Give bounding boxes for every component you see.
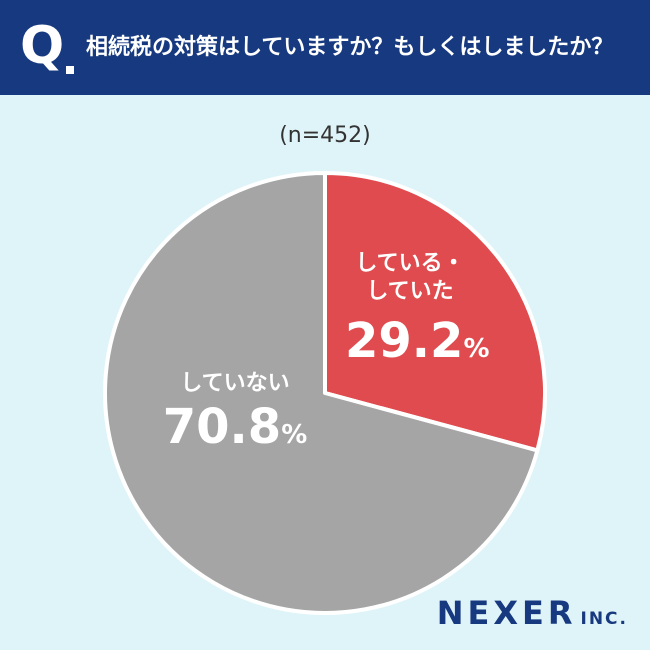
slice-label-no-line1: していない [180,371,290,396]
slice-value-no: 70.8% [150,400,320,462]
slice-label-yes: している・ していた 29.2% [345,250,490,376]
slice-value-no-unit: % [281,420,308,450]
q-mark: Q [20,16,65,76]
slice-value-yes: 29.2% [345,313,490,376]
logo-main-text: NEXER [436,594,577,632]
question-text: 相続税の対策はしていますか？もしくはしましたか？ [86,35,614,60]
slice-value-no-number: 70.8 [162,399,282,455]
sample-size: (n=452) [279,123,371,148]
pie-slice-yes [323,171,547,453]
q-dot-icon [66,66,74,74]
nexer-logo: NEXER INC. [437,594,628,632]
question-header: Q 相続税の対策はしていますか？もしくはしましたか？ [0,0,650,95]
slice-label-no: していない 70.8% [150,370,320,462]
logo-sub-text: INC. [580,609,628,629]
slice-label-yes-line1: している・ [355,251,465,276]
slice-value-yes-unit: % [463,334,490,364]
slice-label-yes-line2: していた [366,279,454,304]
slice-value-yes-number: 29.2 [345,313,464,369]
pie-slice-no [103,171,540,615]
